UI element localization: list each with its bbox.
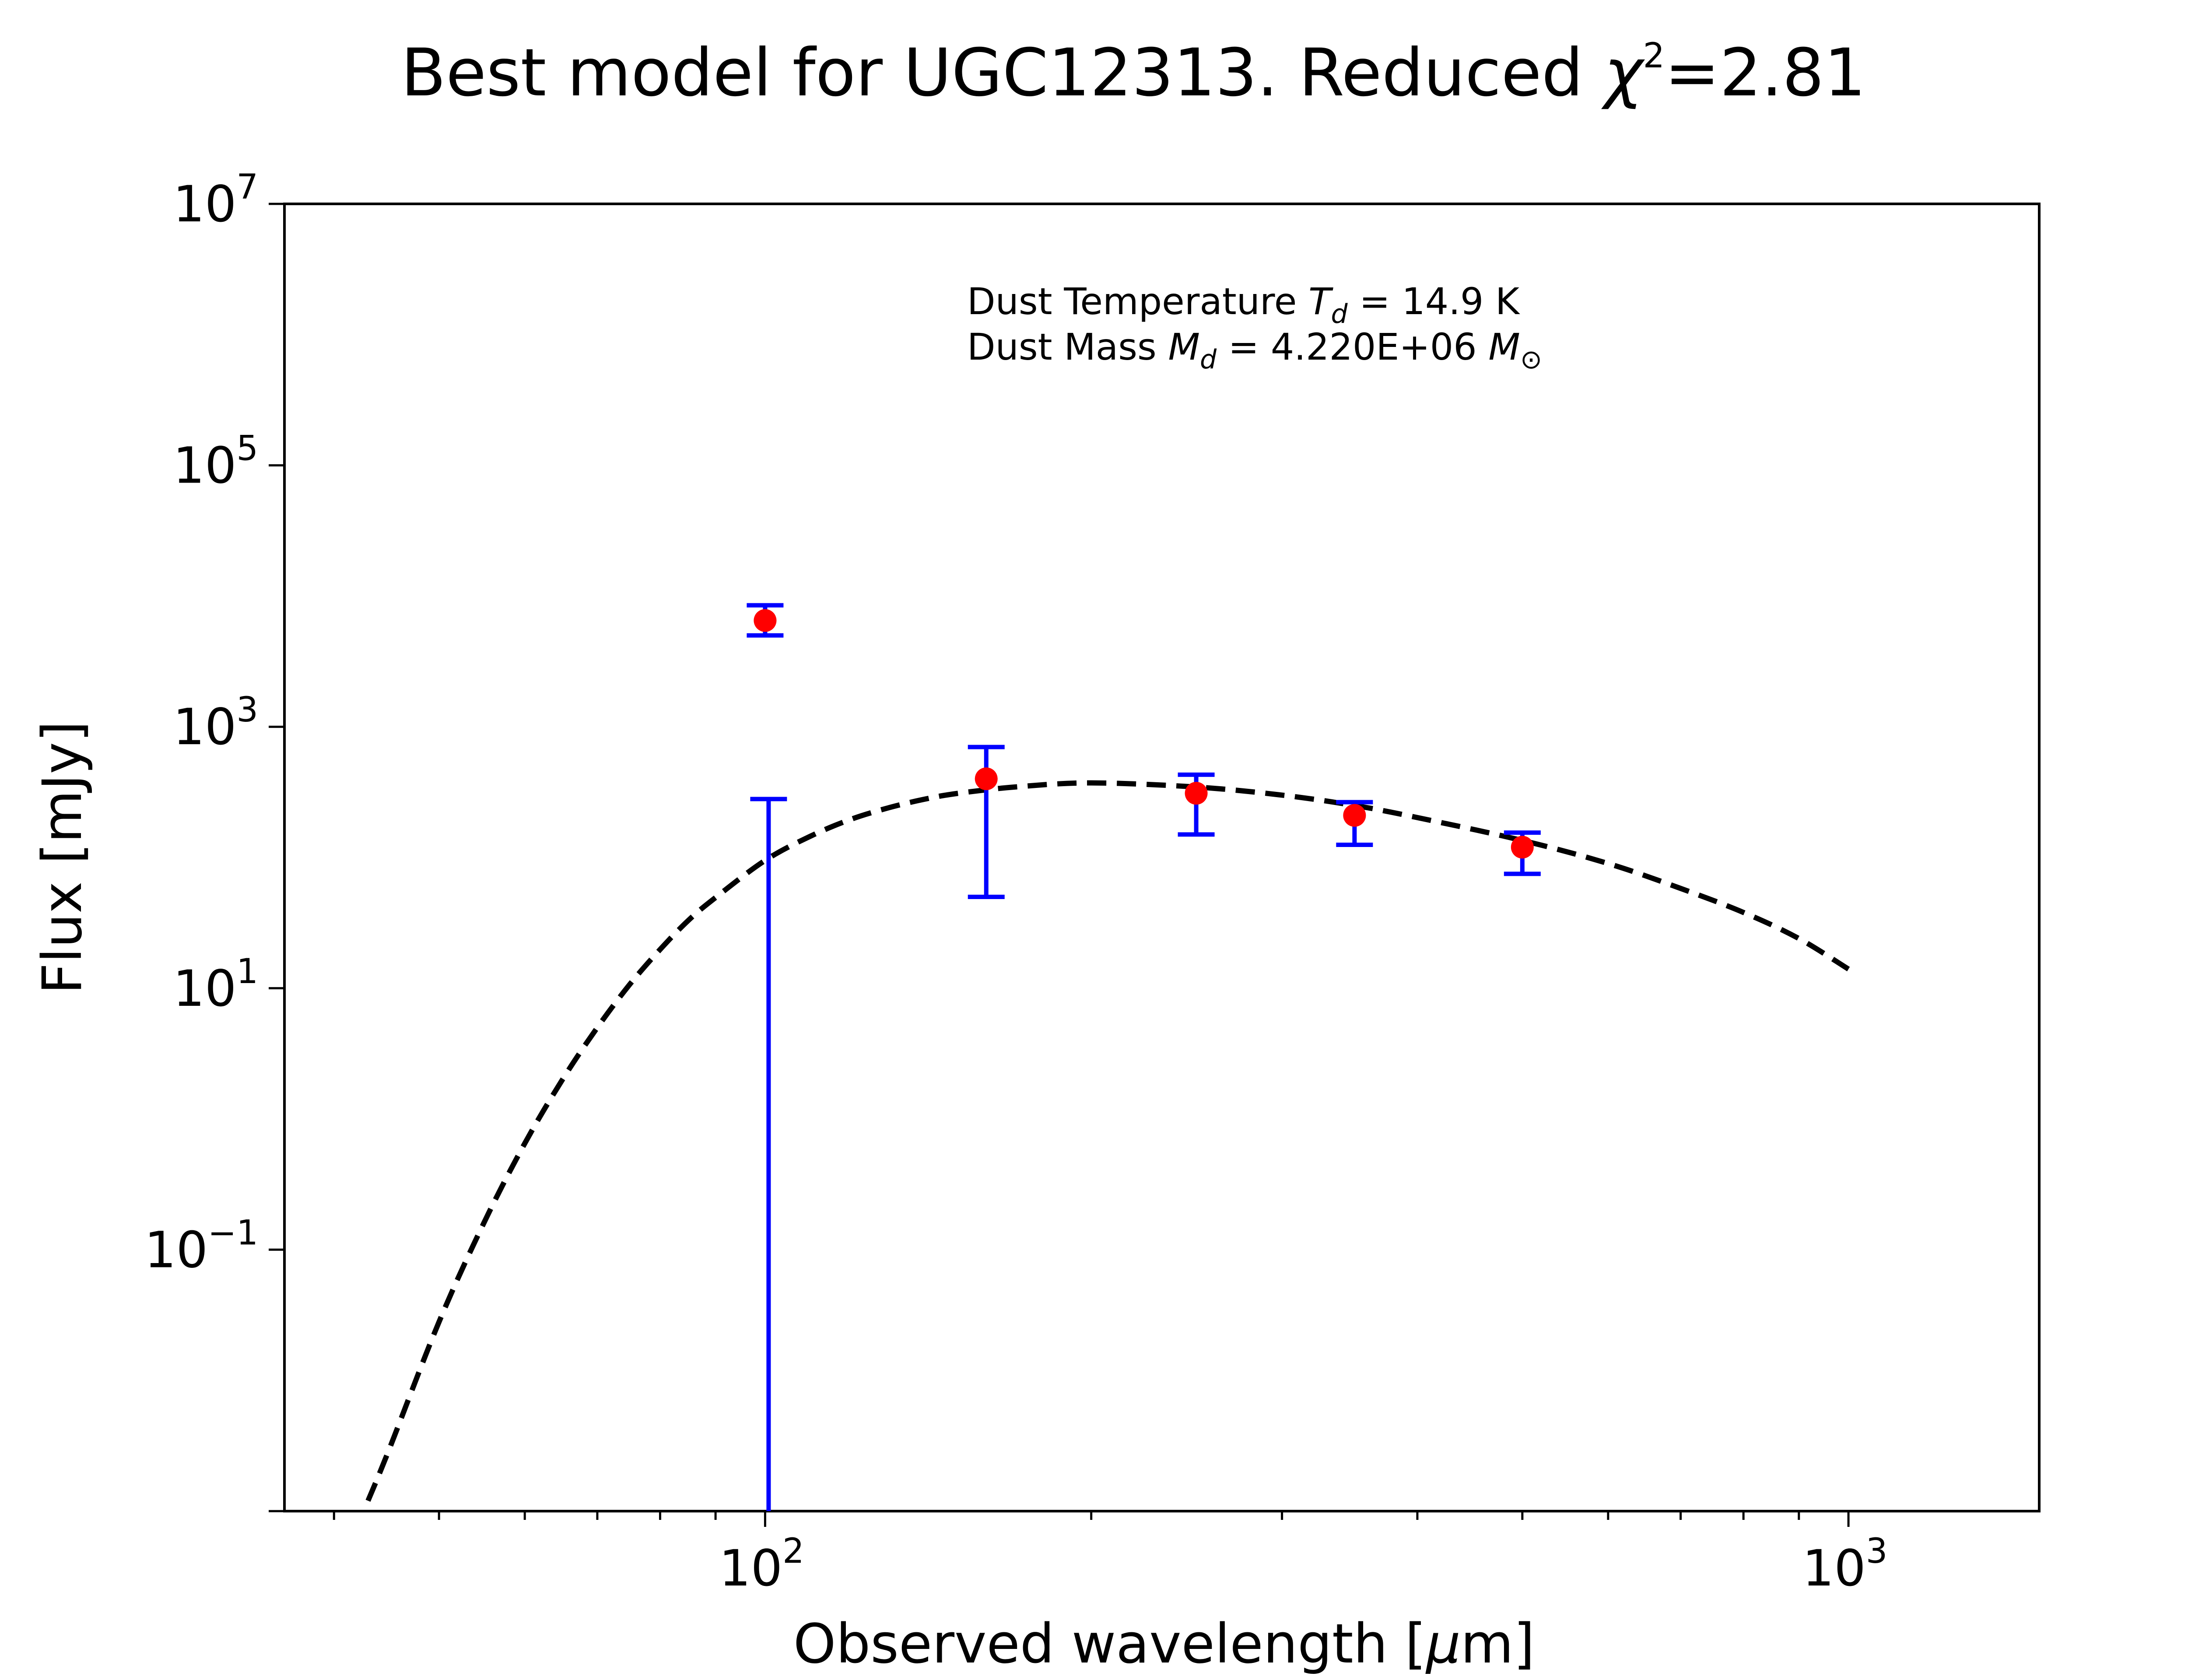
observation-point [968,745,1005,899]
data-marker [1511,836,1534,859]
annotation-dust-mass: Dust Mass Md = 4.220E+06 M⊙ [967,326,1542,375]
x-axis-ticks: 102 103 [333,1511,1888,1597]
data-marker [754,609,777,632]
observation-point [747,603,784,638]
observation-point [1178,772,1215,837]
y-tick-label: 103 [173,690,258,756]
x-tick-label: 102 [719,1532,804,1597]
x-tick-label: 103 [1802,1532,1888,1597]
plot-area [283,203,2041,1512]
observation-point [750,797,787,1511]
data-marker [1343,804,1366,827]
observations [747,603,1541,1511]
annotation-dust-temperature: Dust Temperature Td = 14.9 K [967,280,1520,329]
x-axis-label: Observed wavelength [μm] [793,1613,1535,1676]
y-tick-label: 101 [173,952,258,1018]
y-tick-label: 107 [173,168,258,233]
data-marker [975,767,998,791]
y-axis-ticks: 10−1 101 103 105 107 [144,168,284,1512]
chart-title: Best model for UGC12313. Reduced χ2=2.81 [401,35,1866,111]
observation-point [1336,800,1373,847]
y-tick-label: 105 [173,429,258,495]
data-marker [1185,782,1208,805]
observation-point [1504,830,1541,876]
y-axis-label: Flux [mJy] [31,721,94,994]
model-curve [365,780,1850,1502]
y-tick-label: 10−1 [144,1213,258,1279]
